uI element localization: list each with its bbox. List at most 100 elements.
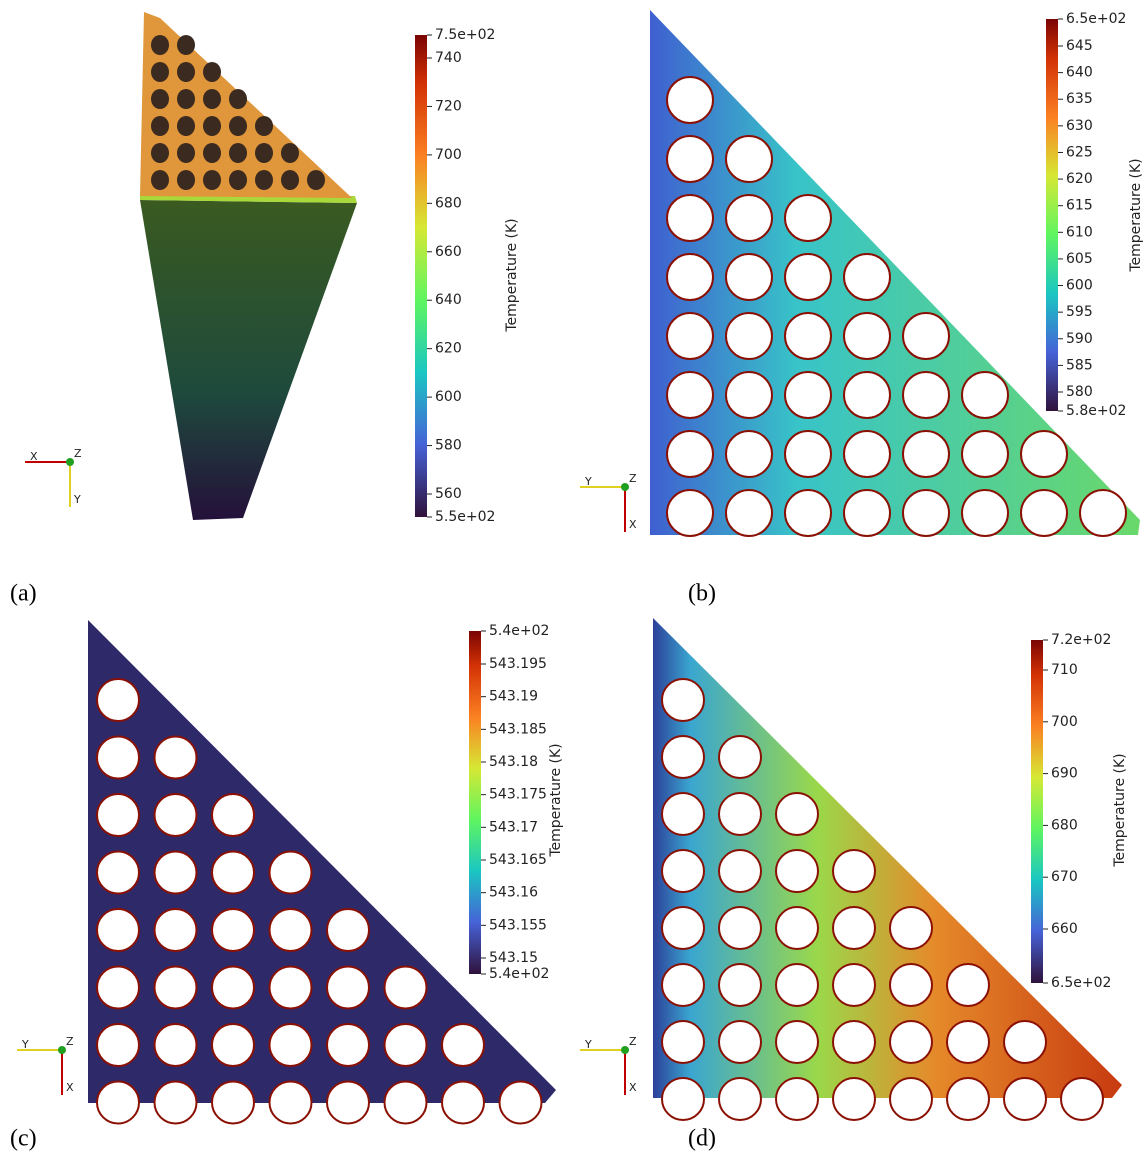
top-block [140,12,352,198]
hole [385,1024,427,1066]
colorbar-title: Temperature (K) [548,743,564,857]
hole [97,737,139,779]
triad-label: Y [21,1038,29,1051]
hole [833,850,875,892]
tick-label: 543.16 [489,885,538,901]
tick-label: 543.19 [489,689,538,705]
hole [833,1078,875,1120]
hole [785,195,831,241]
hole [776,907,818,949]
tick-label: 5.4e+02 [489,966,549,982]
caption: (b) [688,581,716,607]
tick-label: 5.4e+02 [489,623,549,639]
hole [726,313,772,359]
tick-label: 700 [435,147,462,163]
hole [844,490,890,536]
hole [903,313,949,359]
hole [947,1021,989,1063]
hole [442,1024,484,1066]
hole [667,195,713,241]
hole [667,372,713,418]
hole [327,967,369,1009]
hole [1021,490,1067,536]
hole [662,1078,704,1120]
hole [442,1082,484,1124]
hole [270,1082,312,1124]
axis-dot [66,458,74,466]
hole [667,77,713,123]
tick-label: 710 [1051,662,1078,678]
hole [151,62,169,82]
tick-label: 630 [1066,118,1093,134]
hole [844,431,890,477]
hole [662,964,704,1006]
tick-label: 580 [435,438,462,454]
hole [662,850,704,892]
colorbar [1046,19,1058,411]
hole [719,850,761,892]
hole [947,964,989,1006]
hole [833,907,875,949]
hole [212,1024,254,1066]
tick-label: 605 [1066,251,1093,267]
tick-label: 680 [1051,817,1078,833]
hole [155,794,197,836]
triad-label: Z [629,1035,637,1048]
hole [667,136,713,182]
hole [270,1024,312,1066]
tick-label: 5.8e+02 [1066,403,1126,419]
hole [177,143,195,163]
hole [890,1021,932,1063]
tick-label: 580 [1066,384,1093,400]
hole [500,1082,542,1124]
hole [155,737,197,779]
hole [785,431,831,477]
hole [281,170,299,190]
tick-label: 585 [1066,357,1093,373]
hole [177,35,195,55]
hole [229,116,247,136]
tick-label: 620 [1066,171,1093,187]
hole [97,679,139,721]
hole [962,431,1008,477]
cone-body [140,200,357,520]
hole [662,736,704,778]
hole [212,852,254,894]
hole [776,793,818,835]
tick-label: 6.5e+02 [1051,975,1111,991]
hole [203,89,221,109]
hole [255,116,273,136]
axis-dot [58,1046,66,1054]
hole [947,1078,989,1120]
tick-label: 600 [435,389,462,405]
hole [270,967,312,1009]
colorbar-title: Temperature (K) [1128,158,1144,272]
hole [719,907,761,949]
hole [212,967,254,1009]
tick-label: 620 [435,341,462,357]
hole [97,1024,139,1066]
hole [667,431,713,477]
hole [776,850,818,892]
hole [229,89,247,109]
tick-label: 610 [1066,224,1093,240]
tick-label: 640 [1066,65,1093,81]
triad-label: Z [629,472,637,485]
tick-label: 615 [1066,198,1093,214]
hole [844,254,890,300]
hole [785,254,831,300]
tick-label: 660 [435,244,462,260]
hole [229,143,247,163]
hole [667,490,713,536]
hole [97,967,139,1009]
hole [212,1082,254,1124]
tick-label: 635 [1066,91,1093,107]
hole [662,679,704,721]
hole [719,1078,761,1120]
caption: (d) [688,1126,716,1152]
triad-label: Y [584,1038,592,1051]
hole [212,909,254,951]
triad-label: Y [584,475,592,488]
tick-label: 543.155 [489,917,547,933]
hole [903,372,949,418]
